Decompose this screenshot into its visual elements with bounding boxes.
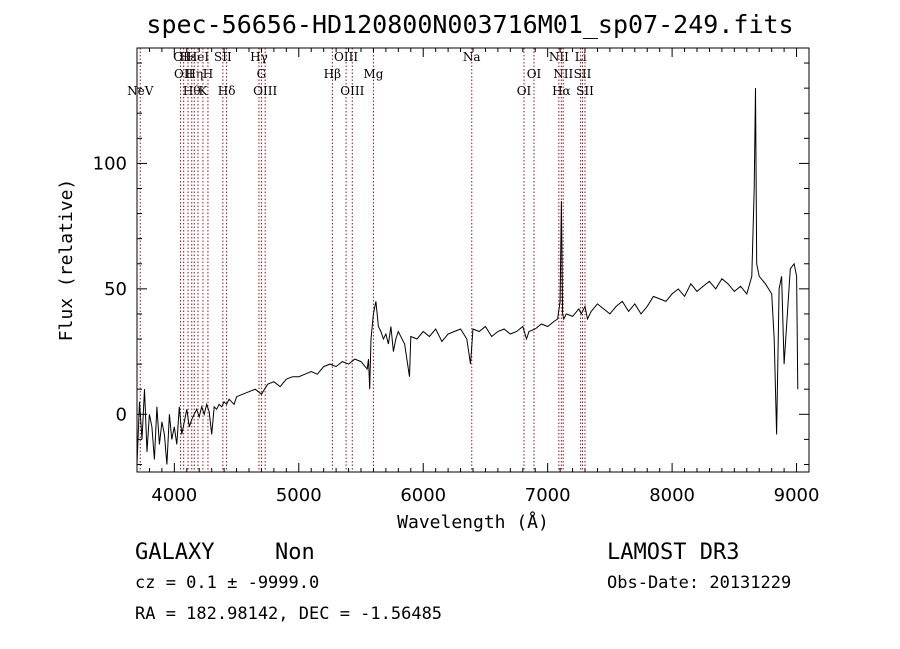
line-marker-label-12: G [257, 67, 267, 81]
line-marker-label-3: Hε [180, 50, 197, 64]
line-marker-label-22: NII [553, 67, 573, 81]
survey-name: LAMOST DR3 [607, 540, 739, 565]
obs-date: Obs-Date: 20131229 [607, 573, 791, 593]
spectrum-line [136, 88, 799, 465]
x-tick-label-3: 7000 [525, 485, 571, 506]
line-marker-label-6: HeI [187, 50, 210, 64]
y-tick-label-1: 50 [104, 279, 127, 300]
line-marker-label-5: Hη [185, 67, 203, 81]
x-tick-label-1: 5000 [276, 485, 322, 506]
y-tick-label-2: 100 [93, 153, 127, 174]
y-tick-label-0: 0 [116, 404, 127, 425]
line-marker-label-2: OII [174, 67, 194, 81]
x-tick-label-0: 4000 [151, 485, 197, 506]
line-marker-label-18: Na [463, 50, 481, 64]
object-class: GALAXY [135, 540, 214, 565]
line-marker-label-21: NII [549, 50, 569, 64]
x-tick-label-4: 8000 [649, 485, 695, 506]
line-marker-label-14: Hβ [324, 67, 341, 81]
line-marker-label-8: H [203, 67, 213, 81]
x-tick-label-5: 9000 [774, 485, 820, 506]
line-marker-label-19: OI [517, 84, 532, 98]
y-axis-label: Flux (relative) [56, 179, 77, 342]
line-marker-label-0: NeV [127, 84, 154, 98]
ra-dec-info: RA = 182.98142, DEC = -1.56485 [135, 604, 442, 624]
line-marker-label-4: Hθ [183, 84, 201, 98]
x-tick-label-2: 6000 [400, 485, 446, 506]
line-marker-label-10: Hδ [218, 84, 236, 98]
line-marker-label-13: OIII [253, 84, 277, 98]
line-marker-label-23: Hα [552, 84, 571, 98]
y-axis: 0 50 100 [93, 62, 809, 465]
object-subclass: Non [275, 540, 315, 565]
redshift-info: cz = 0.1 ± -9999.0 [135, 573, 319, 593]
line-marker-label-24: Li [575, 50, 587, 64]
line-marker-label-25: SII [574, 67, 592, 81]
line-marker-label-1: OI [173, 50, 188, 64]
line-marker-label-17: Mg [363, 67, 383, 81]
line-marker-label-16: OIII [340, 84, 364, 98]
plot-frame [136, 47, 810, 473]
chart-title: spec-56656-HD120800N003716M01_sp07-249.f… [146, 10, 793, 39]
line-marker-label-11: Hγ [250, 50, 268, 64]
line-marker-label-26: SII [576, 84, 594, 98]
line-marker-label-20: OI [527, 67, 542, 81]
line-markers: NeVOIOIIHεHθHηHeIKHSIIHδHγGOIIIHβOIIIOII… [127, 48, 594, 472]
x-axis: 4000 5000 6000 7000 8000 9000 [136, 48, 820, 506]
line-marker-label-7: K [198, 84, 208, 98]
line-marker-label-15: OIII [334, 50, 358, 64]
x-axis-label: Wavelength (Å) [397, 511, 549, 533]
line-marker-label-9: SII [214, 50, 232, 64]
